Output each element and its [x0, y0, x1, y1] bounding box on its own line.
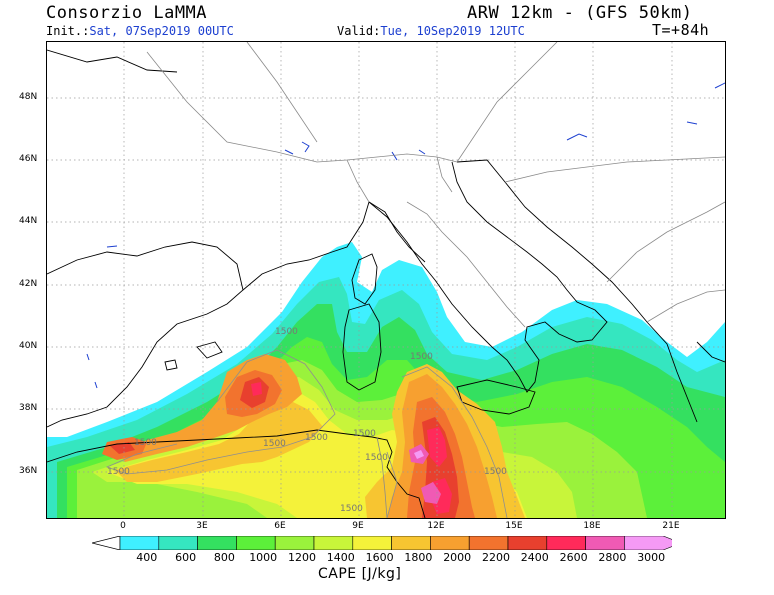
model-title: ARW 12km - (GFS 50km) — [467, 3, 693, 23]
lat-label: 40N — [19, 341, 38, 351]
colorbar-cell — [468, 536, 509, 550]
contour-labels: 1500 1500 1500 1500 1500 1500 1500 1500 … — [107, 327, 507, 514]
colorbar-tick-label: 2400 — [520, 551, 549, 564]
colorbar-cell — [197, 536, 237, 550]
contour-label: 1500 — [410, 352, 433, 362]
inland-waters — [86, 82, 725, 389]
colorbar-under-arrow — [92, 536, 121, 550]
lat-label: 46N — [19, 154, 38, 164]
lon-label: 0 — [120, 521, 126, 531]
contour-label: 1500 — [365, 453, 388, 463]
lat-label: 48N — [19, 92, 38, 102]
colorbar-tick-label: 1400 — [326, 551, 355, 564]
colorbar-title: CAPE [J/kg] — [318, 566, 402, 582]
contour-label: 1500 — [263, 439, 286, 449]
cape-area-1800 — [115, 400, 323, 482]
colorbar-tick-label: 1600 — [365, 551, 394, 564]
lat-label: 38N — [19, 403, 38, 413]
contour-label: 1500 — [275, 327, 298, 337]
colorbar-tick-label: 1200 — [288, 551, 316, 564]
graticule — [47, 42, 725, 518]
contour-label: 1500 — [107, 467, 130, 477]
colorbar-cell — [507, 536, 548, 550]
colorbar-tick-label: 1000 — [249, 551, 278, 564]
cape-area-2600c — [251, 382, 262, 396]
colorbar-cell — [391, 536, 431, 550]
map-canvas: 1500 1500 1500 1500 1500 1500 1500 1500 … — [47, 42, 725, 518]
init-line: Init.:Sat, 07Sep2019 00UTC — [46, 24, 234, 38]
contour-label: 1500 — [134, 438, 157, 448]
lat-label: 44N — [19, 216, 38, 226]
valid-value: Tue, 10Sep2019 12UTC — [380, 24, 525, 38]
lon-label: 12E — [427, 521, 445, 531]
contour-label: 1500 — [305, 433, 328, 443]
lat-label: 36N — [19, 466, 38, 476]
lon-label: 3E — [196, 521, 208, 531]
lead-time: T=+84h — [652, 21, 710, 39]
valid-label: Valid: — [337, 24, 381, 38]
colorbar-cell — [119, 536, 160, 550]
colorbar-cell — [352, 536, 392, 550]
colorbar-tick-label: 2800 — [598, 551, 627, 564]
coastlines — [47, 49, 725, 518]
init-value: Sat, 07Sep2019 00UTC — [89, 24, 234, 38]
contour-label: 1500 — [353, 429, 376, 439]
valid-line: Valid:Tue, 10Sep2019 12UTC — [337, 24, 525, 38]
cape-area-2800b — [421, 482, 441, 504]
colorbar-tick-label: 1800 — [404, 551, 433, 564]
colorbar-cell — [313, 536, 354, 550]
colorbar-tick-label: 400 — [136, 551, 158, 564]
lon-label: 6E — [274, 521, 286, 531]
colorbar-cell — [624, 536, 672, 550]
lat-label: 42N — [19, 279, 38, 289]
colorbar-tick-label: 2000 — [443, 551, 472, 564]
colorbar-tick-label: 600 — [175, 551, 197, 564]
lon-label: 9E — [352, 521, 364, 531]
colorbar-tick-label: 800 — [213, 551, 235, 564]
colorbar-cell — [236, 536, 276, 550]
lon-label: 15E — [505, 521, 523, 531]
colorbar-cell — [585, 536, 625, 550]
colorbar-cell — [158, 536, 198, 550]
contour-label: 1500 — [340, 504, 363, 514]
org-title: Consorzio LaMMA — [46, 3, 208, 23]
cape-area-2400c — [109, 442, 135, 454]
colorbar — [92, 536, 672, 550]
contour-label: 1500 — [484, 467, 507, 477]
colorbar-tick-label: 2600 — [559, 551, 588, 564]
colorbar-cell — [546, 536, 586, 550]
init-label: Init.: — [46, 24, 90, 38]
cape-contours — [105, 349, 508, 518]
colorbar-cell — [430, 536, 470, 550]
country-borders — [146, 42, 725, 518]
colorbar-tick-label: 2200 — [482, 551, 510, 564]
colorbar-cell — [274, 536, 315, 550]
map-panel: 1500 1500 1500 1500 1500 1500 1500 1500 … — [46, 41, 726, 519]
cape-area-3000 — [414, 450, 424, 459]
colorbar-tick-label: 3000 — [637, 551, 666, 564]
lon-label: 21E — [662, 521, 680, 531]
lon-label: 18E — [583, 521, 601, 531]
